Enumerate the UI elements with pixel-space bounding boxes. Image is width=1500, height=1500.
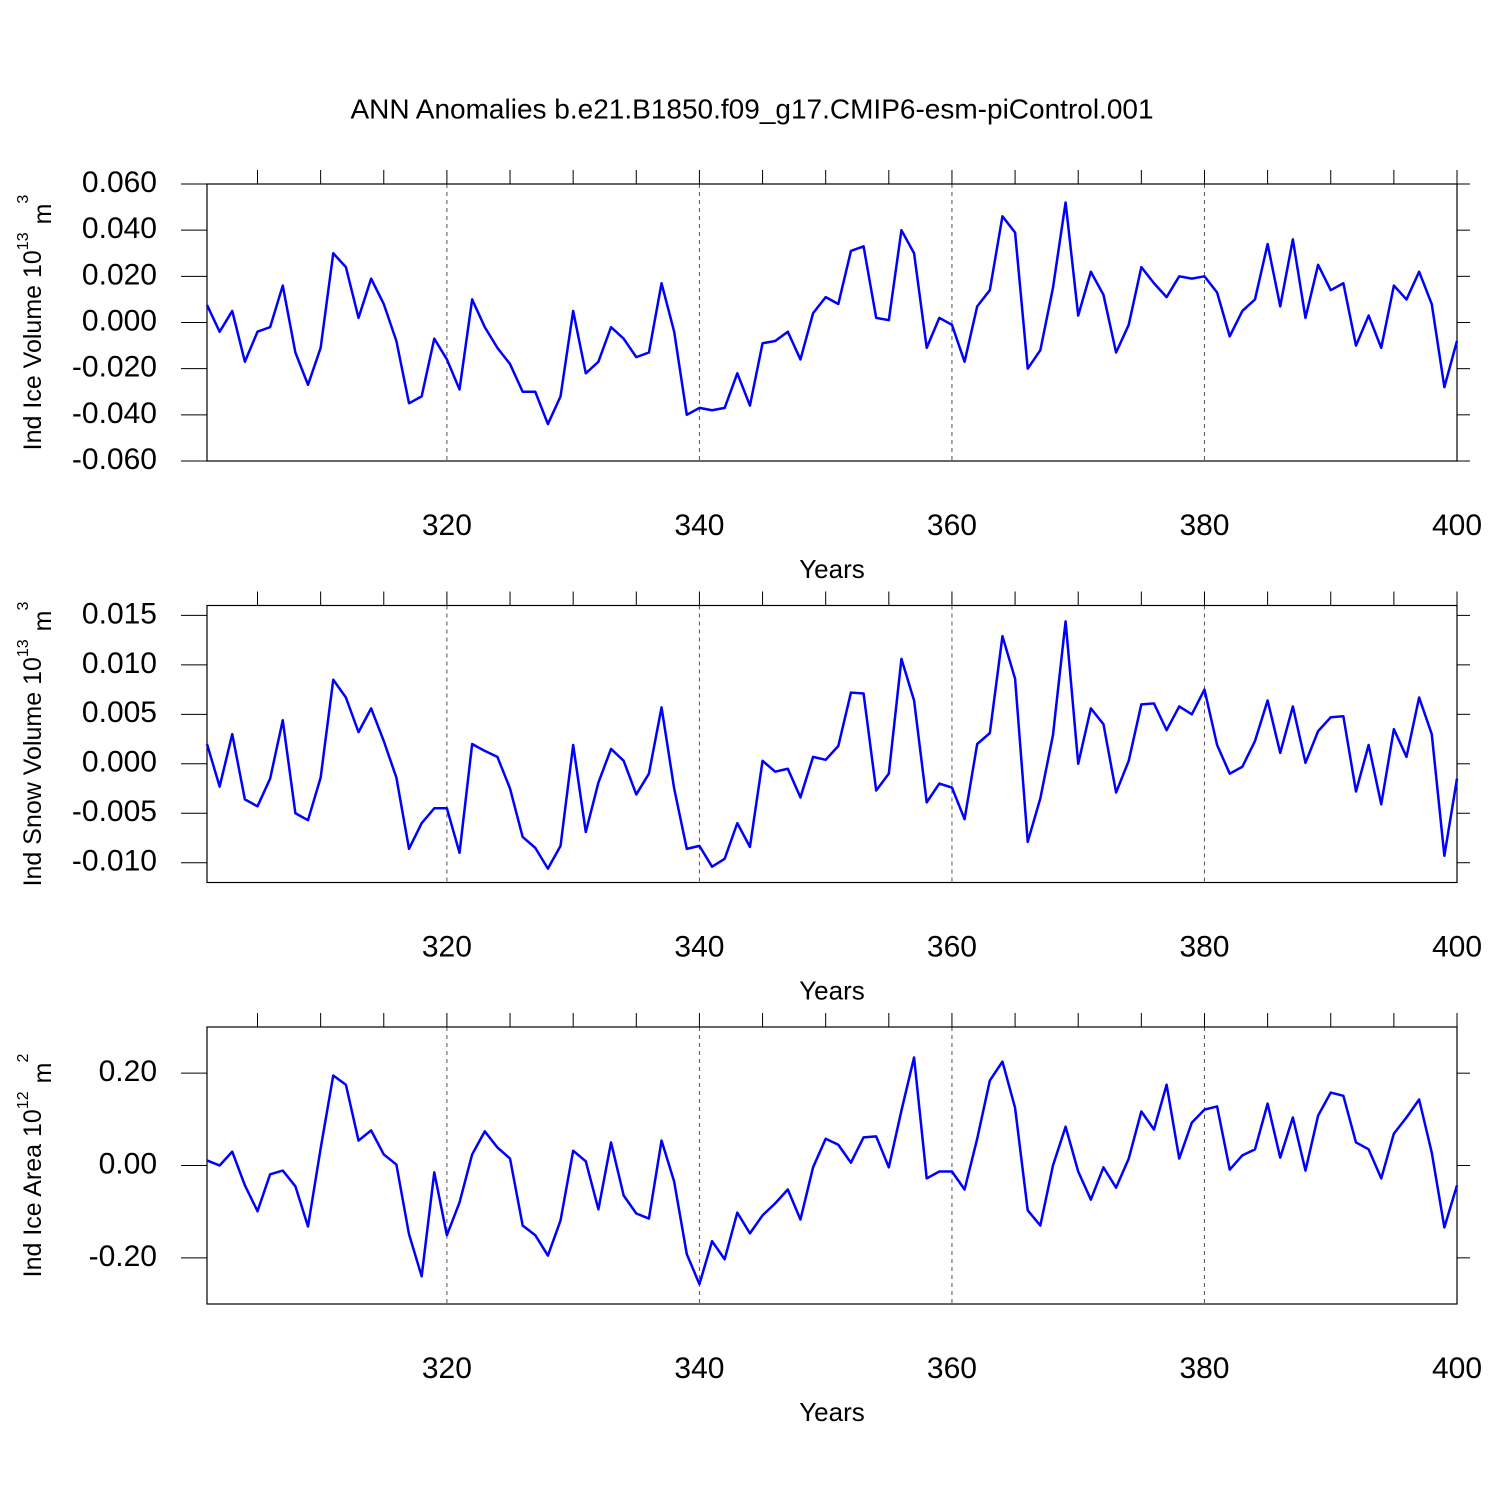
y-label-power: 13	[15, 639, 32, 657]
plot-frame	[206, 1026, 1458, 1305]
y-label-unit-power: 3	[15, 601, 32, 610]
y-axis-label: Ind Ice Volume 1013 m3	[15, 195, 56, 451]
y-tick-label: 0.000	[82, 746, 157, 779]
x-tick-label: 400	[1432, 1352, 1482, 1385]
y-tick-label: -0.20	[89, 1240, 157, 1273]
y-tick-label: -0.020	[72, 351, 157, 384]
x-tick-label: 320	[422, 1352, 472, 1385]
y-label-text: Ind Snow Volume 10	[19, 657, 47, 886]
plot-frame	[206, 183, 1458, 462]
data-line	[205, 620, 1459, 870]
plot-frame	[206, 604, 1458, 884]
x-tick-label: 340	[674, 1352, 724, 1385]
y-tick-label: 0.00	[99, 1147, 157, 1180]
y-label-unit: m	[29, 1063, 57, 1084]
y-label-text: Ind Ice Volume 10	[19, 250, 47, 450]
data-line	[205, 201, 1459, 426]
y-tick-label: -0.005	[72, 795, 157, 828]
x-tick-label: 340	[674, 930, 724, 963]
y-tick-label: 0.010	[82, 647, 157, 680]
x-axis-label: Years	[799, 554, 865, 584]
y-label-unit: m	[29, 610, 57, 631]
figure-title: ANN Anomalies b.e21.B1850.f09_g17.CMIP6-…	[350, 93, 1153, 124]
x-tick-label: 320	[422, 930, 472, 963]
x-tick-label: 360	[927, 509, 977, 542]
y-label-power: 12	[15, 1091, 32, 1109]
y-axis-label: Ind Ice Area 1012 m2	[15, 1054, 56, 1278]
y-label-unit-power: 2	[15, 1054, 32, 1063]
y-label-unit: m	[29, 204, 57, 225]
x-axis-label: Years	[799, 975, 865, 1005]
y-tick-label: 0.015	[82, 597, 157, 630]
y-tick-label: -0.060	[72, 443, 157, 476]
y-tick-label: 0.060	[82, 166, 157, 199]
y-label-text: Ind Ice Area 10	[19, 1109, 47, 1277]
data-line	[206, 1056, 1459, 1286]
y-axis-label: Ind Snow Volume 1013 m3	[15, 601, 56, 886]
y-label-power: 13	[15, 232, 32, 250]
x-tick-label: 340	[674, 509, 724, 542]
y-tick-label: 0.000	[82, 304, 157, 337]
x-axis-label: Years	[799, 1397, 865, 1427]
x-tick-label: 320	[422, 509, 472, 542]
x-tick-label: 360	[927, 930, 977, 963]
x-tick-label: 380	[1179, 1352, 1229, 1385]
y-tick-label: -0.040	[72, 397, 157, 430]
y-tick-label: 0.20	[99, 1055, 157, 1088]
y-label-unit-power: 3	[15, 195, 32, 204]
x-tick-label: 380	[1179, 930, 1229, 963]
y-tick-label: 0.005	[82, 696, 157, 729]
x-tick-label: 360	[927, 1352, 977, 1385]
y-tick-label: 0.020	[82, 258, 157, 291]
y-tick-label: 0.040	[82, 212, 157, 245]
x-tick-label: 400	[1432, 930, 1482, 963]
y-tick-label: -0.010	[72, 845, 157, 878]
x-tick-label: 380	[1179, 509, 1229, 542]
x-tick-label: 400	[1432, 509, 1482, 542]
